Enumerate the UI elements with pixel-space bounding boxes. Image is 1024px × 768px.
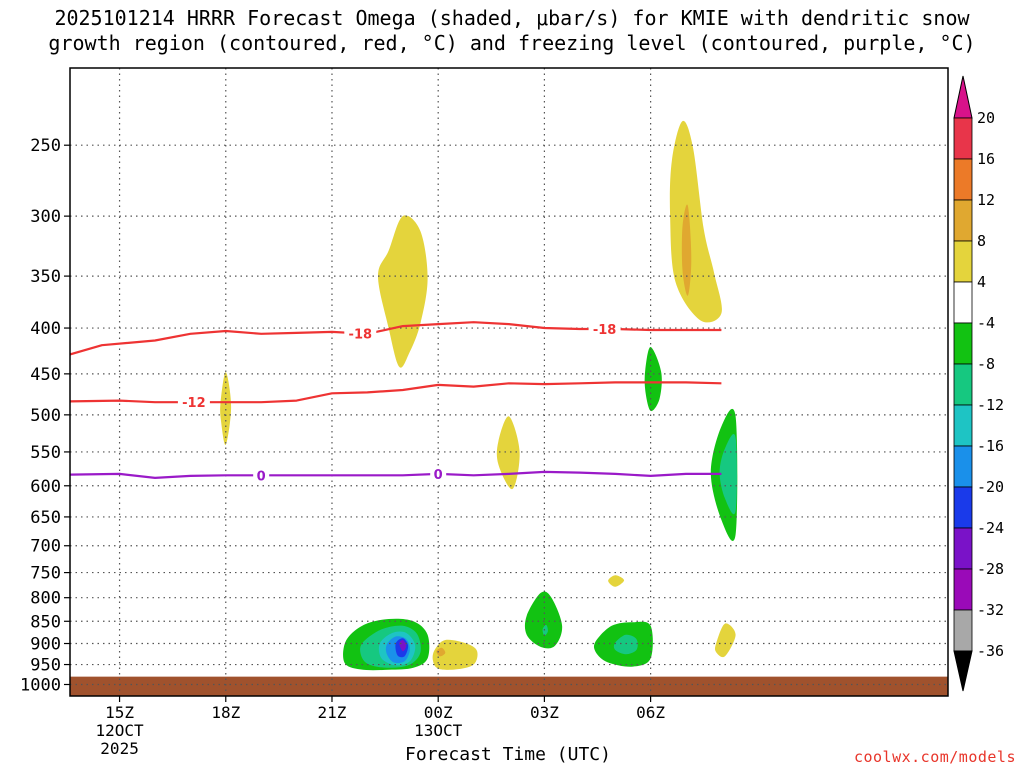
colorbar-swatch-0 — [953, 117, 973, 160]
colorbar-swatch-10 — [953, 527, 973, 570]
colorbar-label-2: 12 — [977, 191, 995, 209]
y-tick-label-400: 400 — [30, 319, 61, 339]
colorbar-label-4: 4 — [977, 273, 986, 291]
omega-region-14 — [399, 639, 407, 652]
colorbar-label-1: 16 — [977, 150, 995, 168]
contour-label-bg-0-1 — [588, 321, 621, 338]
omega-region-1 — [220, 372, 232, 446]
colorbar-label-8: -16 — [977, 437, 1004, 455]
colorbar-label-5: -4 — [977, 314, 995, 332]
contour-label-2-1: 0 — [434, 468, 443, 483]
colorbar-label-7: -12 — [977, 396, 1004, 414]
colorbar-label-11: -28 — [977, 560, 1004, 578]
contour-line-1 — [70, 381, 722, 404]
ground-fill — [70, 676, 948, 696]
omega-region-4 — [681, 204, 692, 296]
y-tick-label-900: 900 — [30, 635, 61, 655]
axes: 250 300 350 400 450 500 550 600 650 700 750 800 850 9… — [20, 67, 949, 758]
colorbar-swatch-11 — [953, 568, 973, 611]
y-tick-label-550: 550 — [30, 443, 61, 463]
omega-region-21 — [719, 433, 737, 515]
x-tick-label-15Z: 15Z — [105, 703, 134, 722]
colorbar-swatch-8 — [953, 445, 973, 488]
colorbar-swatch-1 — [953, 158, 973, 201]
x-tick-year-15Z: 2025 — [100, 739, 139, 758]
y-tick-label-350: 350 — [30, 267, 61, 287]
y-tick-label-800: 800 — [30, 589, 61, 609]
plot-frame — [69, 67, 949, 697]
colorbar: 20 16 12 8 4 -4 -8 -12 -16 -20 -24 -28 -32 -36 — [953, 75, 1004, 692]
x-axis-label: Forecast Time (UTC) — [405, 744, 611, 765]
omega-region-19 — [644, 346, 662, 412]
colorbar-top-arrow — [953, 75, 973, 119]
omega-region-7 — [432, 639, 478, 670]
omega-region-3 — [669, 120, 722, 323]
colorbar-bottom-arrow — [953, 650, 973, 692]
omega-region-0 — [378, 215, 428, 368]
y-tick-label-1000: 1000 — [20, 676, 61, 696]
contour-label-bg-2-1 — [430, 465, 447, 482]
y-tick-label-750: 750 — [30, 564, 61, 584]
colorbar-label-9: -20 — [977, 478, 1004, 496]
colorbar-swatch-3 — [953, 240, 973, 283]
contour-label-bg-2-0 — [253, 467, 270, 484]
contour-label-bg-1-0 — [177, 394, 210, 411]
x-tick-label-21Z: 21Z — [318, 703, 347, 722]
y-tick-label-450: 450 — [30, 365, 61, 385]
omega-shading — [220, 120, 738, 671]
y-tick-label-950: 950 — [30, 656, 61, 676]
y-tick-label-500: 500 — [30, 406, 61, 426]
omega-region-18 — [613, 634, 638, 655]
colorbar-label-6: -8 — [977, 355, 995, 373]
x-tick-label-03Z: 03Z — [530, 703, 559, 722]
colorbar-label-0: 20 — [977, 109, 995, 127]
omega-region-5 — [608, 575, 625, 587]
ground-layer — [70, 676, 948, 696]
y-tick-label-600: 600 — [30, 477, 61, 497]
contour-line-2 — [70, 470, 722, 479]
omega-region-8 — [436, 647, 446, 657]
omega-region-6 — [714, 623, 736, 658]
colorbar-label-10: -24 — [977, 519, 1004, 537]
colorbar-swatch-6 — [953, 363, 973, 406]
y-tick-label-250: 250 — [30, 136, 61, 156]
source-credit: coolwx.com/models — [853, 748, 1016, 766]
grid-lines — [70, 68, 948, 696]
colorbar-label-12: -32 — [977, 601, 1004, 619]
contour-label-0-0: -18 — [349, 327, 373, 342]
colorbar-swatch-12 — [953, 609, 973, 652]
contour-label-1-0: -12 — [182, 396, 206, 411]
colorbar-swatch-4 — [953, 281, 973, 324]
x-tick-sublabel-00Z: 13OCT — [414, 721, 463, 740]
colorbar-swatch-9 — [953, 486, 973, 529]
chart-title: 2025101214 HRRR Forecast Omega (shaded, … — [0, 6, 1024, 56]
colorbar-label-3: 8 — [977, 232, 986, 250]
y-tick-label-850: 850 — [30, 612, 61, 632]
colorbar-swatch-7 — [953, 404, 973, 447]
chart-title-line-1: 2025101214 HRRR Forecast Omega (shaded, … — [54, 6, 970, 30]
y-tick-label-300: 300 — [30, 207, 61, 227]
colorbar-swatch-2 — [953, 199, 973, 242]
y-tick-label-700: 700 — [30, 537, 61, 557]
temperature-contours: -18 -18 -12 0 0 — [70, 321, 722, 484]
colorbar-swatch-5 — [953, 322, 973, 365]
x-tick-label-18Z: 18Z — [211, 703, 240, 722]
colorbar-label-13: -36 — [977, 642, 1004, 660]
contour-label-2-0: 0 — [257, 469, 266, 484]
chart-title-line-2: growth region (contoured, red, °C) and f… — [48, 31, 976, 55]
x-tick-label-00Z: 00Z — [424, 703, 453, 722]
x-tick-label-06Z: 06Z — [636, 703, 665, 722]
omega-region-16 — [542, 624, 548, 636]
omega-region-2 — [496, 416, 520, 490]
contour-label-bg-0-0 — [344, 325, 377, 342]
x-tick-sublabel-15Z: 12OCT — [95, 721, 144, 740]
contour-label-0-1: -18 — [593, 323, 617, 338]
omega-region-15 — [524, 591, 563, 649]
y-tick-label-650: 650 — [30, 508, 61, 528]
